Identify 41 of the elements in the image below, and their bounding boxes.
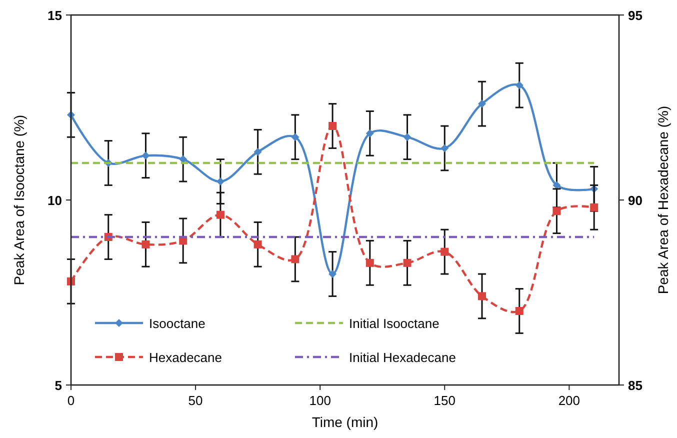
x-tick-label: 0 bbox=[67, 393, 75, 408]
point bbox=[254, 148, 262, 156]
legend-label: Isooctane bbox=[149, 316, 206, 331]
point bbox=[403, 258, 412, 267]
x-axis-title: Time (min) bbox=[312, 414, 378, 430]
point bbox=[291, 133, 300, 142]
x-tick-label: 200 bbox=[558, 393, 580, 408]
point bbox=[366, 129, 374, 138]
legend-label: Initial Hexadecane bbox=[349, 350, 456, 365]
y2-tick-label: 95 bbox=[628, 8, 642, 23]
point bbox=[254, 240, 262, 248]
legend-label: Initial Isooctane bbox=[349, 316, 440, 331]
point bbox=[440, 144, 449, 152]
point bbox=[328, 270, 337, 278]
y-axis-title: Peak Area of Isooctane (%) bbox=[11, 114, 27, 286]
point bbox=[328, 122, 337, 130]
point bbox=[366, 258, 374, 267]
y2-tick-label: 85 bbox=[628, 378, 642, 393]
legend-label: Hexadecane bbox=[149, 350, 222, 365]
point bbox=[403, 133, 412, 142]
point bbox=[478, 100, 486, 108]
point bbox=[478, 292, 486, 300]
point bbox=[590, 203, 598, 212]
y-tick-label: 15 bbox=[48, 8, 62, 23]
point bbox=[216, 210, 224, 219]
y2-axis-title: Peak Area of Hexadecane (%) bbox=[655, 106, 671, 294]
x-tick-label: 100 bbox=[309, 393, 331, 408]
point bbox=[142, 152, 150, 160]
point bbox=[515, 81, 524, 90]
point bbox=[552, 207, 561, 216]
point bbox=[142, 240, 150, 248]
y2-tick-label: 90 bbox=[628, 193, 642, 208]
point bbox=[291, 255, 300, 264]
y-tick-label: 5 bbox=[54, 378, 62, 393]
y-tick-label: 10 bbox=[48, 193, 62, 208]
x-tick-label: 50 bbox=[188, 393, 203, 408]
point bbox=[440, 248, 449, 256]
point bbox=[552, 181, 561, 190]
x-tick-label: 150 bbox=[434, 393, 456, 408]
point bbox=[515, 307, 524, 315]
point bbox=[216, 178, 224, 186]
